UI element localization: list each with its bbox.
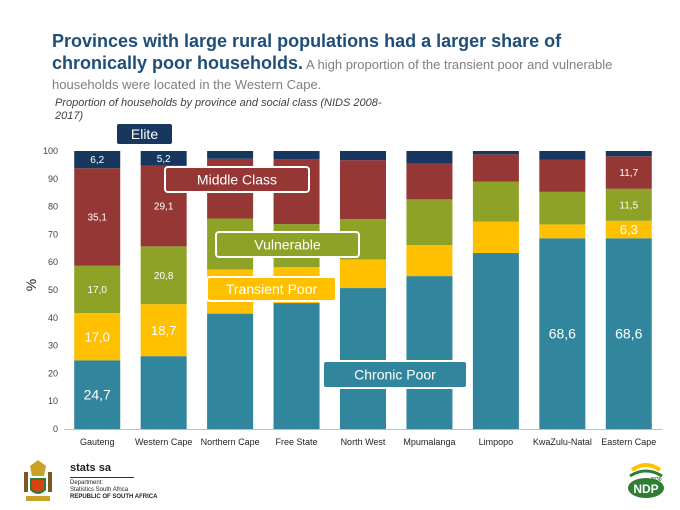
legend-callout-label: Elite [131,126,158,142]
ndp-logo-icon: NDP 2030 [628,463,664,498]
page-title: Provinces with large rural populations h… [52,31,562,73]
bar-segment-elite [74,151,121,169]
data-label: 6,3 [620,222,638,237]
bar-segment-vulnerable [406,199,453,246]
y-tick-label: 70 [48,229,58,239]
ndp-logo-year: 2030 [650,477,661,483]
footer-divider [70,477,134,478]
x-tick-label: North West [341,437,386,447]
data-label: 11,5 [619,200,638,211]
data-label: 35,1 [87,213,107,224]
bar-segment-chronic-poor [140,356,187,429]
legend-callout-label: Transient Poor [226,281,318,297]
data-label: 5,2 [157,154,171,165]
bar-segment-transient-poor [472,221,519,254]
page-subtitle: A high proportion of the transient poor … [52,57,613,92]
data-label: 68,6 [549,326,576,342]
bar-segment-chronic-poor [406,276,453,429]
bar-segment-elite [140,151,187,166]
legend-callout-label: Vulnerable [254,237,321,253]
bar-segment-vulnerable [539,191,586,225]
coat-of-arms-icon [24,460,52,501]
bar-segment-vulnerable [140,246,187,305]
y-tick-label: 50 [48,285,58,295]
chart-caption: Proportion of households by province and… [55,97,382,122]
legend-callout-box [164,166,310,193]
x-tick-label: Mpumalanga [403,437,455,447]
bar-segment-elite [605,151,652,157]
x-tick-label: Eastern Cape [601,437,656,447]
x-tick-label: Northern Cape [201,437,260,447]
data-label: 18,7 [151,323,176,338]
bar-segment-elite [406,151,453,164]
y-tick-label: 0 [53,424,58,434]
bar-segment-middle-class [539,159,586,192]
bar-segment-transient-poor [605,220,652,239]
x-tick-label: Free State [276,437,318,447]
y-tick-label: 100 [43,146,58,156]
legend-callout-label: Chronic Poor [354,367,436,383]
bar-segment-middle-class [472,154,519,182]
bar-segment-transient-poor [74,313,121,361]
bar-segment-middle-class [406,163,453,200]
bar-segment-transient-poor [406,245,453,277]
y-tick-label: 60 [48,257,58,267]
legend-callout-box [322,360,468,389]
bar-segment-vulnerable [472,181,519,222]
data-label: 11,7 [619,168,638,179]
country-name: REPUBLIC OF SOUTH AFRICA [70,494,158,500]
x-tick-label: Limpopo [479,437,514,447]
legend-callout-label: Middle Class [197,172,277,188]
legend-callout-box [115,122,174,146]
y-tick-label: 20 [48,368,58,378]
bar-segment-elite [539,151,586,160]
bar-segment-chronic-poor [340,288,386,429]
dept-label: Department: [70,480,104,486]
data-label: 24,7 [84,387,111,403]
data-label: 17,0 [85,329,110,344]
bar-segment-chronic-poor [273,303,320,429]
bar-segment-transient-poor [140,304,187,357]
y-tick-label: 90 [48,174,58,184]
data-label: 29,1 [154,202,174,213]
headline: Provinces with large rural populations h… [52,31,652,95]
bar-segment-chronic-poor [539,238,586,429]
x-tick-label: Gauteng [80,437,115,447]
bar-segment-elite [472,151,519,155]
bar-segment-elite [340,151,386,161]
y-tick-label: 80 [48,202,58,212]
x-tick-label: KwaZulu-Natal [533,437,592,447]
bar-segment-elite [273,151,320,160]
data-label: 17,0 [87,285,107,296]
x-tick-label: Western Cape [135,437,192,447]
bar-segment-chronic-poor [605,238,652,429]
legend-callout-box [215,231,360,258]
bar-segment-middle-class [605,156,652,189]
bar-segment-transient-poor [340,259,386,289]
bar-segment-chronic-poor [472,253,519,429]
y-tick-label: 30 [48,341,58,351]
bar-segment-chronic-poor [74,360,121,429]
bar-segment-transient-poor [539,224,586,239]
bar-segment-vulnerable [605,188,652,221]
legend-callout-box [206,276,337,302]
data-label: 6,2 [90,155,104,166]
bar-segment-vulnerable [74,265,121,314]
ndp-logo-text: NDP [633,482,658,496]
y-tick-label: 10 [48,396,58,406]
y-tick-label: 40 [48,313,58,323]
org-name: stats sa [70,462,111,474]
data-label: 20,8 [154,271,174,282]
bar-segment-chronic-poor [207,313,254,429]
bar-segment-elite [207,151,254,159]
bar-segment-middle-class [340,160,386,220]
dept-name: Statistics South Africa [70,487,129,493]
y-axis-label: % [23,279,39,291]
data-label: 68,6 [615,326,642,342]
stacked-bar-chart: 0 10 20 30 40 50 60 70 80 90 100% 24,7 17,0 17,0 35,1 6… [23,122,662,447]
bar-segment-middle-class [74,168,121,266]
